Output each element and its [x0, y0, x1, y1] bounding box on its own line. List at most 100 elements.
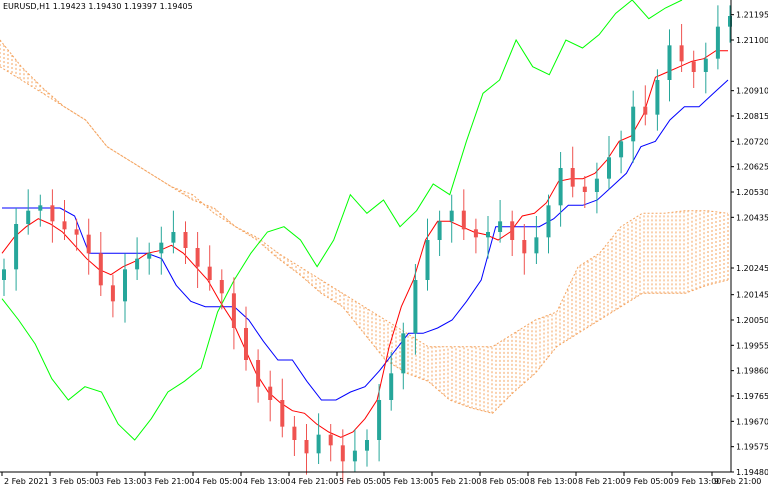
candle-bull	[159, 242, 164, 254]
candle-bull	[401, 333, 406, 374]
candle-bull	[316, 434, 321, 454]
price-tick-label: 1.19480	[736, 468, 768, 477]
price-tick-label: 1.20910	[736, 87, 768, 96]
candle-bull	[123, 269, 127, 302]
candle-bear	[207, 266, 212, 280]
candle-bear	[510, 221, 515, 240]
candle-bear	[74, 229, 79, 235]
time-tick-label: 5 Feb 05:00	[339, 477, 386, 486]
candlesticks	[2, 5, 732, 483]
senkou-span-a-line	[0, 39, 729, 414]
candle-bull	[26, 210, 31, 224]
tenkan-sen-line	[1, 50, 728, 438]
candle-bull	[413, 280, 418, 334]
price-tick-label: 1.20625	[736, 163, 768, 172]
candle-bear	[473, 229, 478, 238]
candle-bear	[570, 168, 575, 187]
time-tick-label: 5 Feb 21:00	[434, 477, 481, 486]
candle-bull	[594, 178, 599, 192]
price-tick-label: 1.21100	[736, 36, 768, 45]
candle-bear	[679, 45, 684, 62]
candle-bear	[280, 400, 285, 427]
price-tick-label: 1.20050	[736, 316, 768, 325]
price-scale: 1.21195 1.21100 1.20910 1.20815 1.20720 1.206…	[731, 11, 768, 477]
candle-bear	[244, 328, 248, 360]
indicator-lines	[1, 0, 729, 441]
candle-bull	[655, 80, 660, 115]
candle-bull	[14, 224, 19, 270]
candle-bull	[449, 210, 454, 222]
candle-bear	[110, 285, 115, 302]
candle-bear	[522, 240, 527, 254]
candle-bull	[728, 16, 732, 27]
candle-bull	[147, 253, 152, 259]
time-tick-label: 9 Feb 21:00	[714, 477, 761, 486]
candle-bear	[328, 434, 333, 446]
time-tick-label: 8 Feb 13:00	[530, 477, 577, 486]
candle-bull	[365, 440, 369, 451]
candle-bear	[50, 205, 55, 222]
price-tick-label: 1.19670	[736, 417, 768, 426]
candle-bull	[534, 237, 539, 254]
candle-bull	[352, 450, 357, 462]
candle-bear	[98, 253, 103, 286]
time-tick-label: 3 Feb 05:00	[52, 477, 99, 486]
candle-bull	[498, 221, 503, 232]
candle-bear	[691, 61, 696, 72]
candle-bull	[619, 141, 624, 158]
candle-bull	[171, 232, 176, 243]
candle-bull	[546, 205, 551, 238]
candle-bear	[582, 186, 587, 192]
price-tick-label: 1.19860	[736, 367, 768, 376]
candle-bear	[268, 386, 273, 400]
price-tick-label: 1.20145	[736, 291, 768, 300]
candle-bull	[667, 45, 672, 80]
ichimoku-cloud	[0, 39, 729, 414]
candle-bull	[558, 168, 563, 206]
candle-bull	[389, 373, 394, 400]
price-tick-label: 1.20815	[736, 112, 768, 121]
price-tick-label: 1.20530	[736, 188, 768, 197]
time-scale: 2 Feb 2021 3 Feb 05:00 3 Feb 13:00 3 Feb 21…	[1, 472, 761, 486]
time-tick-label: 9 Feb 13:00	[674, 477, 721, 486]
candle-bear	[461, 210, 466, 230]
candle-bear	[292, 426, 297, 440]
time-tick-label: 2 Feb 2021	[4, 477, 49, 486]
candle-bear	[183, 232, 188, 248]
candle-bull	[715, 26, 720, 59]
time-tick-label: 8 Feb 05:00	[482, 477, 529, 486]
time-tick-label: 3 Feb 13:00	[99, 477, 146, 486]
candle-bear	[62, 221, 67, 230]
candle-bear	[256, 360, 261, 387]
time-tick-label: 4 Feb 21:00	[291, 477, 338, 486]
candle-bear	[231, 293, 236, 328]
chikou-span-line	[1, 0, 683, 441]
symbol-info-label: EURUSD,H1 1.19423 1.19430 1.19397 1.1940…	[3, 2, 193, 11]
candle-bull	[425, 240, 430, 280]
time-tick-label: 5 Feb 13:00	[386, 477, 433, 486]
price-tick-label: 1.19575	[736, 443, 768, 452]
candle-bull	[135, 258, 140, 270]
candle-bull	[607, 157, 611, 179]
price-tick-label: 1.19765	[736, 392, 768, 401]
candle-bear	[195, 248, 200, 267]
axes	[0, 0, 732, 473]
price-tick-label: 1.20435	[736, 213, 768, 222]
candle-bear	[340, 445, 345, 462]
price-tick-label: 1.20720	[736, 137, 768, 146]
time-tick-label: 4 Feb 05:00	[195, 477, 242, 486]
candle-bear	[219, 280, 224, 294]
candle-bull	[2, 269, 6, 280]
price-tick-label: 1.21195	[736, 11, 768, 20]
candle-bull	[377, 400, 382, 440]
price-tick-label: 1.19955	[736, 341, 768, 350]
candle-bear	[86, 234, 91, 254]
time-tick-label: 4 Feb 13:00	[243, 477, 290, 486]
price-tick-label: 1.20245	[736, 264, 768, 273]
candle-bull	[631, 106, 636, 142]
candle-bear	[643, 106, 648, 115]
kijun-sen-line	[2, 79, 729, 401]
candle-bear	[304, 440, 309, 454]
